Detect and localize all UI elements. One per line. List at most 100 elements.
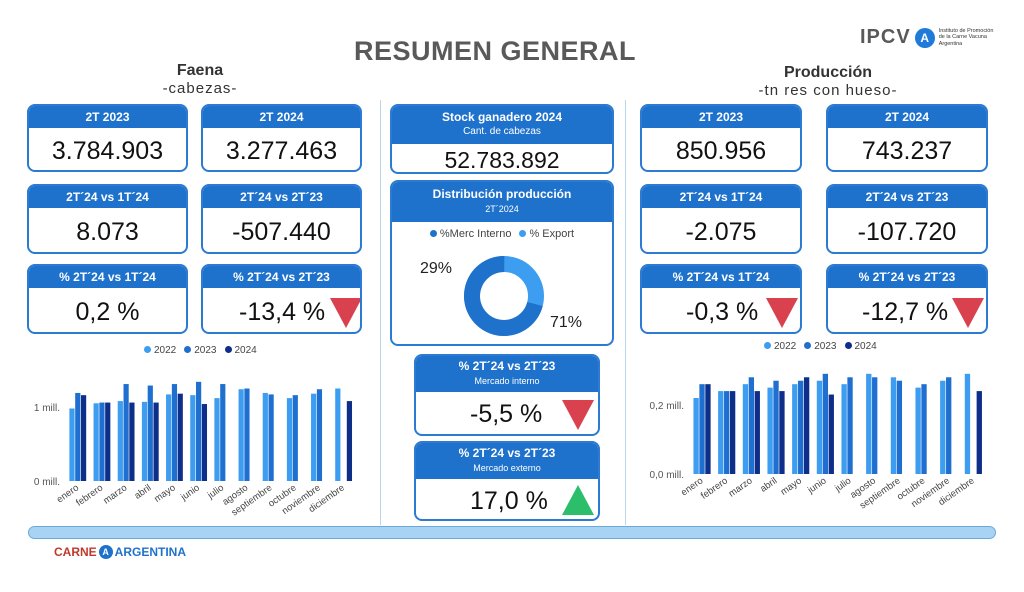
bar-2022-enero <box>693 398 699 474</box>
legend-2022: 2022 <box>144 345 176 356</box>
bar-2023-febrero <box>724 391 730 474</box>
bar-2023-septiembre <box>268 394 274 481</box>
divider-left <box>380 100 381 525</box>
card-value: 3.277.463 <box>225 137 338 165</box>
produccion-title: Producción <box>783 64 872 81</box>
distribucion-title: Distribución producción <box>432 187 572 201</box>
produccion-card-2t2024: 2T 2024 743.237 <box>826 104 988 172</box>
bar-2024-diciembre <box>346 401 353 481</box>
bar-2022-junio <box>190 395 196 481</box>
down-arrow-icon <box>562 400 594 430</box>
x-tick-label: junio <box>805 475 829 496</box>
x-tick-label: junio <box>178 482 202 503</box>
bar-2023-agosto <box>244 388 250 481</box>
page-title: RESUMEN GENERAL <box>353 36 637 66</box>
bar-2023-enero <box>75 392 81 481</box>
x-tick-label: abril <box>758 475 779 494</box>
card-label: 2T 2023 <box>642 106 800 128</box>
bar-2024-enero <box>80 395 87 481</box>
bar-2024-junio <box>828 394 834 474</box>
card-label: % 2T´24 vs 2T´23 <box>828 266 986 288</box>
bar-2023-mayo <box>171 384 178 481</box>
bar-2024-abril <box>153 402 159 481</box>
legend-2022: 2022 <box>764 341 796 352</box>
y-tick-label: 0 mill. <box>34 477 60 488</box>
bar-2023-octubre <box>292 395 298 481</box>
bar-2024-abril <box>779 391 785 474</box>
donut-legend: %Merc Interno % Export <box>392 228 612 240</box>
bar-2024-mayo <box>177 393 183 481</box>
bar-2023-julio <box>847 377 853 474</box>
interno-value: -5,5 % <box>470 400 543 428</box>
bar-2022-marzo <box>742 384 749 474</box>
card-value: -107.720 <box>857 218 957 246</box>
bar-2022-noviembre <box>940 380 946 474</box>
bar-2024-enero <box>705 384 711 474</box>
distribucion-subtitle: 2T´2024 <box>485 204 519 214</box>
bar-2023-abril <box>773 380 779 474</box>
faena-card-pct-vs-2t23: % 2T´24 vs 2T´23 -13,4 % <box>201 264 362 334</box>
bar-2024-junio <box>201 404 208 481</box>
produccion-card-pct-vs-1t24: % 2T´24 vs 1T´24 -0,3 % <box>640 264 802 334</box>
bar-2023-marzo <box>123 384 129 481</box>
logo-subtitle: Instituto de Promoción de la Carne Vacun… <box>938 27 994 47</box>
x-tick-label: abril <box>132 482 153 501</box>
produccion-card-vs-1t24: 2T´24 vs 1T´24 -2.075 <box>640 184 802 254</box>
produccion-card-2t2023: 2T 2023 850.956 <box>640 104 802 172</box>
faena-title: Faena <box>176 62 224 79</box>
bar-2022-septiembre <box>890 377 897 474</box>
faena-card-vs-1t24: 2T´24 vs 1T´24 8.073 <box>27 184 188 254</box>
x-tick-label: marzo <box>101 482 129 506</box>
bar-2022-diciembre <box>964 373 971 474</box>
legend-export: % Export <box>519 228 574 240</box>
bar-2022-abril <box>767 387 773 474</box>
brand-right: ARGENTINA <box>114 545 187 559</box>
faena-card-vs-2t23: 2T´24 vs 2T´23 -507.440 <box>201 184 362 254</box>
faena-chart-legend: 2022 2023 2024 <box>144 345 257 356</box>
distribucion-donut-chart <box>464 256 544 336</box>
down-arrow-icon <box>766 298 798 328</box>
card-value: -13,4 % <box>239 298 326 326</box>
externo-header: % 2T´24 vs 2T´23 Mercado externo <box>416 443 598 479</box>
stock-title: Stock ganadero 2024 <box>441 110 563 124</box>
card-value: 850.956 <box>675 137 767 165</box>
legend-2024: 2024 <box>844 341 877 352</box>
bar-2023-marzo <box>748 377 755 474</box>
brand-left: CARNE <box>54 545 97 559</box>
bar-2024-febrero <box>729 391 736 474</box>
down-arrow-icon <box>330 298 360 328</box>
card-label: 2T 2024 <box>828 106 986 128</box>
produccion-card-pct-vs-2t23: % 2T´24 vs 2T´23 -12,7 % <box>826 264 988 334</box>
interno-header: % 2T´24 vs 2T´23 Mercado interno <box>416 356 598 392</box>
legend-2024: 2024 <box>224 345 257 356</box>
logo-text: IPCV <box>860 26 911 48</box>
externo-title: % 2T´24 vs 2T´23 <box>458 446 556 460</box>
card-label: 2T´24 vs 1T´24 <box>29 186 186 208</box>
interno-subtitle: Mercado interno <box>474 376 540 386</box>
bar-2022-octubre <box>286 398 293 481</box>
up-arrow-icon <box>562 485 594 515</box>
down-arrow-icon <box>952 298 984 328</box>
mercado-interno-card: % 2T´24 vs 2T´23 Mercado interno -5,5 % <box>414 354 600 436</box>
bar-2022-febrero <box>93 403 99 481</box>
card-label: 2T´24 vs 2T´23 <box>828 186 986 208</box>
faena-subtitle: -cabezas- <box>162 80 238 97</box>
distribucion-card: Distribución producción 2T´2024 %Merc In… <box>390 180 614 346</box>
card-value: -0,3 % <box>686 298 759 326</box>
legend-2023: 2023 <box>804 341 837 352</box>
x-tick-label: marzo <box>727 475 755 499</box>
bar-2024-diciembre <box>976 391 982 474</box>
card-value: 8.073 <box>76 218 139 246</box>
card-value: 743.237 <box>861 137 953 165</box>
y-tick-label: 1 mill. <box>34 403 60 414</box>
faena-card-2t2024: 2T 2024 3.277.463 <box>201 104 362 172</box>
card-value: 0,2 % <box>75 298 140 326</box>
bar-2023-junio <box>196 381 202 481</box>
bar-2024-marzo <box>754 391 760 474</box>
bar-2022-julio <box>841 384 847 474</box>
bar-2023-agosto <box>872 377 878 474</box>
produccion-card-vs-2t23: 2T´24 vs 2T´23 -107.720 <box>826 184 988 254</box>
bar-2023-septiembre <box>896 380 903 474</box>
